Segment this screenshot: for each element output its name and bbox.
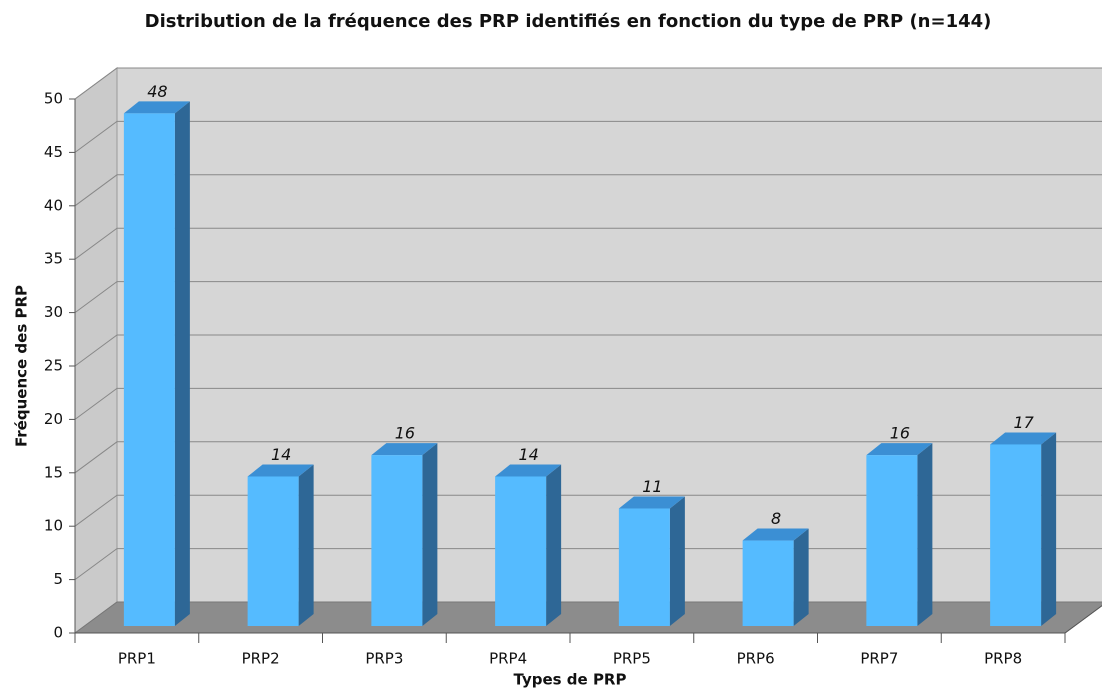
x-tick-label: PRP1 xyxy=(118,650,156,668)
bar xyxy=(742,528,809,626)
bar-front xyxy=(742,540,794,626)
y-tick-label: 5 xyxy=(53,570,63,588)
chart-title: Distribution de la fréquence des PRP ide… xyxy=(145,11,992,32)
bar-top xyxy=(247,464,314,477)
grid-line xyxy=(74,387,1102,420)
x-tick-label: PRP4 xyxy=(489,650,527,668)
grid-line xyxy=(74,67,1102,100)
bar xyxy=(123,101,190,627)
bar-front xyxy=(495,476,547,626)
bar-front xyxy=(990,444,1042,626)
grid-line xyxy=(74,334,1102,367)
bar-side xyxy=(793,528,809,626)
value-label: 48 xyxy=(147,82,167,101)
bar-top xyxy=(866,443,933,456)
x-tick-label: PRP3 xyxy=(365,650,403,668)
grid-line xyxy=(74,494,1102,527)
x-tick-label: PRP2 xyxy=(242,650,280,668)
bar-side xyxy=(546,464,562,626)
bar-top xyxy=(742,528,809,541)
bar-top xyxy=(618,496,685,509)
bar-side xyxy=(669,496,685,626)
x-axis-label: Types de PRP xyxy=(514,671,627,689)
bar xyxy=(371,443,438,626)
floor-edge xyxy=(1064,605,1102,634)
y-tick-label: 10 xyxy=(44,517,63,535)
bar-top xyxy=(990,432,1057,445)
value-label: 14 xyxy=(271,445,291,464)
x-tick-label: PRP5 xyxy=(613,650,651,668)
bar xyxy=(990,432,1057,626)
bar xyxy=(495,464,562,626)
bar-side xyxy=(1041,432,1057,626)
bar-top xyxy=(495,464,562,477)
bar xyxy=(247,464,314,626)
bar-side xyxy=(917,443,933,626)
grid-line xyxy=(74,120,1102,153)
value-label: 16 xyxy=(395,424,415,443)
bar-front xyxy=(247,476,299,626)
y-tick-label: 25 xyxy=(44,357,63,375)
y-axis-label: Fréquence des PRP xyxy=(13,285,31,447)
value-label: 8 xyxy=(771,509,781,528)
value-label: 14 xyxy=(518,445,538,464)
value-label: 16 xyxy=(890,424,910,443)
y-tick-label: 15 xyxy=(44,463,63,481)
bar-side xyxy=(422,443,438,626)
x-tick-label: PRP8 xyxy=(984,650,1022,668)
y-tick-label: 45 xyxy=(44,143,63,161)
grid-line xyxy=(74,281,1102,314)
bar xyxy=(618,496,685,626)
x-tick-label: PRP7 xyxy=(860,650,898,668)
bar-top xyxy=(371,443,438,456)
y-tick-label: 40 xyxy=(44,196,63,214)
bar-front xyxy=(866,455,918,626)
bar-front xyxy=(618,508,670,626)
grid-line xyxy=(74,441,1102,474)
y-tick-label: 30 xyxy=(44,303,63,321)
bar-front xyxy=(123,113,175,627)
floor xyxy=(73,601,1102,634)
y-tick-label: 20 xyxy=(44,410,63,428)
bar-side xyxy=(298,464,314,626)
value-label: 17 xyxy=(1013,413,1034,432)
bar xyxy=(866,443,933,626)
grid-line xyxy=(74,174,1102,207)
grid-line xyxy=(74,227,1102,260)
bar-top xyxy=(123,101,190,114)
y-tick-label: 50 xyxy=(44,90,63,108)
y-tick-label: 35 xyxy=(44,250,63,268)
x-tick-label: PRP6 xyxy=(737,650,775,668)
value-label: 11 xyxy=(642,477,662,496)
bar-side xyxy=(174,101,190,627)
y-tick-label: 0 xyxy=(53,624,63,642)
bar-front xyxy=(371,455,423,626)
